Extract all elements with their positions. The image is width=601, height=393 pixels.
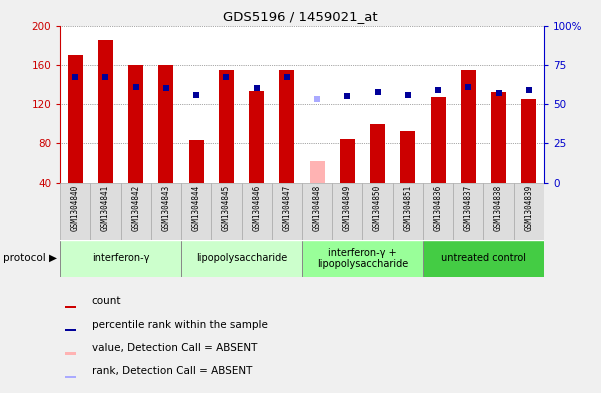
Bar: [121, 183, 151, 240]
Text: interferon-γ: interferon-γ: [92, 253, 149, 263]
Bar: [302, 183, 332, 240]
Bar: [60, 183, 90, 240]
Bar: [181, 240, 302, 277]
Text: GSM1304840: GSM1304840: [71, 184, 80, 231]
Bar: [65, 376, 76, 378]
Text: interferon-γ +
lipopolysaccharide: interferon-γ + lipopolysaccharide: [317, 248, 408, 269]
Bar: [400, 130, 415, 183]
Text: GSM1304851: GSM1304851: [403, 184, 412, 231]
Bar: [392, 183, 423, 240]
Text: GSM1304849: GSM1304849: [343, 184, 352, 231]
Bar: [98, 40, 113, 183]
Text: GSM1304850: GSM1304850: [373, 184, 382, 231]
Text: GSM1304837: GSM1304837: [464, 184, 473, 231]
Bar: [423, 183, 453, 240]
Bar: [189, 140, 204, 183]
Text: GSM1304844: GSM1304844: [192, 184, 201, 231]
Bar: [302, 240, 423, 277]
Bar: [483, 183, 514, 240]
Bar: [362, 183, 392, 240]
Bar: [65, 306, 76, 308]
Bar: [453, 183, 483, 240]
Bar: [461, 70, 476, 183]
Text: protocol ▶: protocol ▶: [3, 253, 57, 263]
Bar: [65, 352, 76, 355]
Text: GDS5196 / 1459021_at: GDS5196 / 1459021_at: [223, 10, 378, 23]
Bar: [272, 183, 302, 240]
Text: GSM1304842: GSM1304842: [131, 184, 140, 231]
Text: GSM1304847: GSM1304847: [282, 184, 291, 231]
Text: GSM1304848: GSM1304848: [313, 184, 322, 231]
Bar: [423, 240, 544, 277]
Text: GSM1304846: GSM1304846: [252, 184, 261, 231]
Bar: [242, 183, 272, 240]
Text: GSM1304845: GSM1304845: [222, 184, 231, 231]
Bar: [151, 183, 181, 240]
Bar: [65, 329, 76, 331]
Text: GSM1304841: GSM1304841: [101, 184, 110, 231]
Bar: [159, 65, 174, 183]
Bar: [521, 99, 536, 183]
Text: untreated control: untreated control: [441, 253, 526, 263]
Text: count: count: [91, 296, 121, 306]
Bar: [310, 161, 325, 183]
Text: GSM1304839: GSM1304839: [524, 184, 533, 231]
Bar: [90, 183, 121, 240]
Bar: [491, 92, 506, 183]
Bar: [60, 240, 181, 277]
Text: GSM1304838: GSM1304838: [494, 184, 503, 231]
Bar: [219, 70, 234, 183]
Bar: [212, 183, 242, 240]
Bar: [514, 183, 544, 240]
Bar: [430, 97, 445, 183]
Bar: [340, 138, 355, 183]
Bar: [279, 70, 294, 183]
Text: GSM1304843: GSM1304843: [162, 184, 171, 231]
Text: GSM1304836: GSM1304836: [433, 184, 442, 231]
Bar: [249, 91, 264, 183]
Text: lipopolysaccharide: lipopolysaccharide: [196, 253, 287, 263]
Bar: [370, 124, 385, 183]
Text: percentile rank within the sample: percentile rank within the sample: [91, 320, 267, 330]
Bar: [181, 183, 212, 240]
Bar: [128, 65, 143, 183]
Text: value, Detection Call = ABSENT: value, Detection Call = ABSENT: [91, 343, 257, 353]
Text: rank, Detection Call = ABSENT: rank, Detection Call = ABSENT: [91, 366, 252, 376]
Bar: [68, 55, 83, 183]
Bar: [332, 183, 362, 240]
